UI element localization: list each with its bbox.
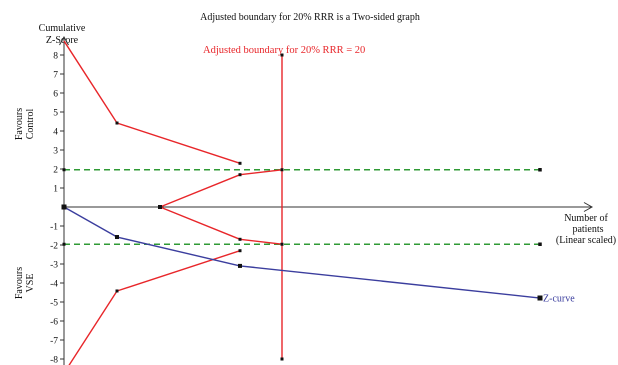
lower-monitoring-boundary-line (68, 250, 241, 365)
y-axis-arrow-icon (59, 35, 69, 46)
lower-monitoring-boundary-point (115, 289, 119, 293)
z-curve-point (238, 263, 242, 268)
conventional-boundary-marker (538, 242, 542, 246)
favours-control-label-line-2: Control (25, 109, 36, 140)
conventional-boundary-marker (62, 168, 66, 172)
information-size-label: Adjusted boundary for 20% RRR = 20 (203, 45, 365, 56)
y-tick-label: 3 (53, 147, 58, 157)
y-tick-label: -4 (50, 280, 58, 290)
conventional-boundary-marker (62, 242, 66, 246)
y-tick-label: -5 (50, 299, 58, 309)
z-curve-point (61, 204, 67, 210)
x-axis-title-line-1: Number of (564, 213, 608, 224)
y-tick-label: 2 (53, 166, 58, 176)
x-axis-arrow-icon (583, 202, 594, 212)
x-axis-title-line-3: (Linear scaled) (556, 235, 616, 246)
y-tick-label: 8 (53, 52, 58, 62)
favours-vse-label-line-2: VSE (25, 274, 36, 293)
upper-futility-boundary-point (238, 173, 242, 177)
favours-control-label-line-1: Favours (14, 108, 25, 140)
y-tick-label: 5 (53, 109, 58, 119)
upper-monitoring-boundary-point (238, 161, 242, 165)
point-markers (61, 53, 543, 361)
x-axis-title-line-2: patients (572, 224, 603, 235)
conventional-boundary-marker (538, 168, 542, 172)
information-size-marker (280, 357, 284, 361)
upper-futility-boundary-line (159, 169, 283, 208)
lower-futility-boundary-point (158, 205, 162, 209)
lower-futility-boundary-line (159, 206, 283, 245)
z-curve-point (537, 295, 543, 301)
z-curve-label: Z-curve (543, 294, 575, 305)
y-tick-label: -6 (50, 318, 58, 328)
y-tick-label: 4 (53, 128, 58, 138)
y-tick-label: -2 (50, 242, 58, 252)
upper-monitoring-boundary-point (115, 121, 119, 125)
y-tick-label: 7 (53, 71, 58, 81)
boundary-lines (63, 40, 541, 365)
lower-monitoring-boundary-point (238, 249, 242, 253)
y-tick-label: -8 (50, 356, 58, 365)
y-tick-label: -1 (50, 223, 58, 233)
upper-monitoring-boundary-line (63, 40, 241, 164)
y-axis-title-line-1: Cumulative (39, 23, 86, 34)
y-tick-label: -3 (50, 261, 58, 271)
y-tick-label: 6 (53, 90, 58, 100)
z-curve-line (63, 206, 541, 299)
chart-title: Adjusted boundary for 20% RRR is a Two-s… (200, 12, 420, 23)
y-tick-label: -7 (50, 337, 58, 347)
information-size-marker (280, 53, 284, 57)
favours-vse-label-line-1: Favours (14, 267, 25, 299)
lower-futility-boundary-point (238, 237, 242, 241)
z-curve-point (115, 235, 119, 240)
upper-futility-boundary-point (280, 168, 284, 172)
lower-futility-boundary-point (280, 242, 284, 246)
y-tick-label: 1 (53, 185, 58, 195)
y-ticks: 8 7 6 5 4 3 2 1 -1 -2 -3 -4 -5 -6 -7 -8 (50, 52, 64, 365)
